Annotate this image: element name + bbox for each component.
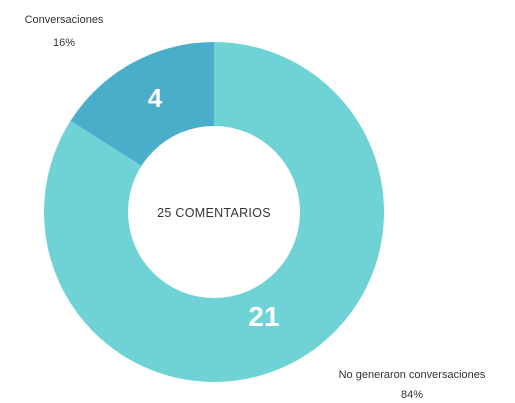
percent-no-generaron: 84%: [401, 389, 423, 401]
percent-conversaciones: 16%: [53, 37, 75, 49]
center-label: 25 COMENTARIOS: [157, 206, 271, 220]
donut-hole: [128, 126, 300, 298]
slice-value-conversaciones: 4: [148, 83, 163, 113]
slice-value-no-generaron: 21: [248, 301, 279, 332]
label-no-generaron: No generaron conversaciones: [339, 369, 486, 381]
label-conversaciones: Conversaciones: [25, 14, 104, 26]
